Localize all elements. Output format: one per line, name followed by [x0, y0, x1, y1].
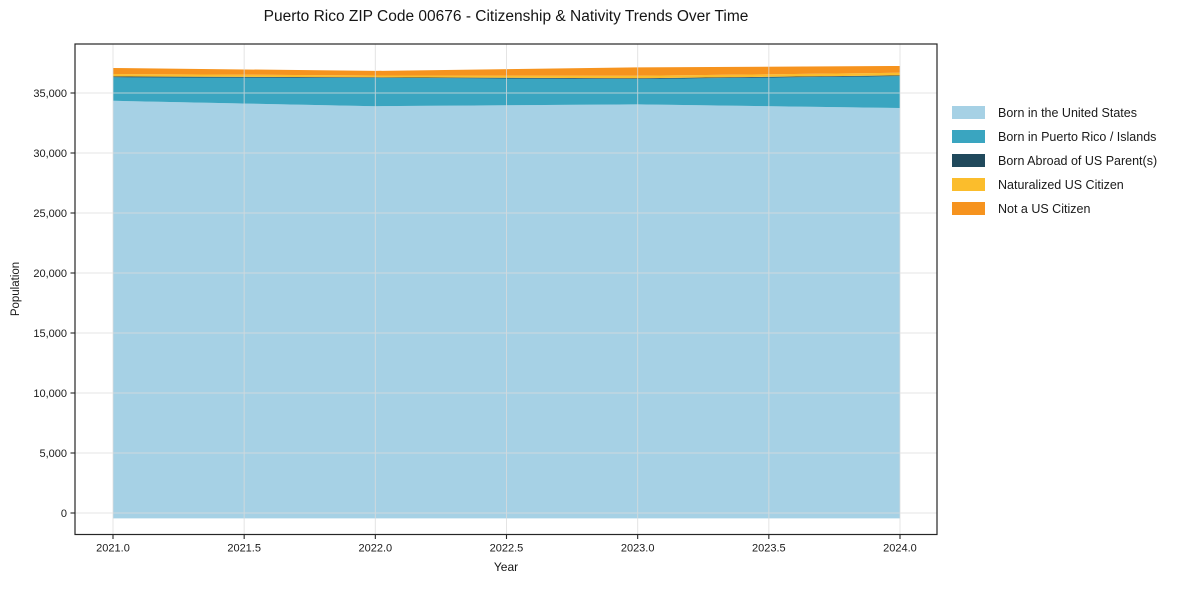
legend-swatch [952, 130, 985, 143]
area-series-4 [113, 72, 900, 79]
chart-title: Puerto Rico ZIP Code 00676 - Citizenship… [263, 8, 749, 25]
y-tick-label: 30,000 [33, 148, 67, 160]
legend-item: Born Abroad of US Parent(s) [952, 153, 1157, 168]
legend-label: Naturalized US Citizen [998, 177, 1124, 192]
legend-item: Not a US Citizen [952, 201, 1157, 216]
legend-swatch [952, 106, 985, 119]
y-axis-label: Population [10, 261, 22, 317]
legend-swatch [952, 154, 985, 167]
legend-label: Born in the United States [998, 105, 1137, 120]
legend-item: Born in the United States [952, 105, 1157, 120]
y-tick-label: 25,000 [33, 208, 67, 220]
x-tick-label: 2022.5 [490, 543, 524, 555]
x-tick-label: 2023.0 [621, 543, 655, 555]
legend-item: Born in Puerto Rico / Islands [952, 129, 1157, 144]
legend-label: Not a US Citizen [998, 201, 1091, 216]
gridlines [75, 44, 937, 535]
tick-labels: 2021.0 2021.5 2022.0 2022.5 2023.0 2023.5 2024… [33, 88, 916, 555]
legend-swatch [952, 178, 985, 191]
x-tick-label: 2021.5 [227, 543, 261, 555]
y-tick-label: 20,000 [33, 268, 67, 280]
y-tick-label: 15,000 [33, 328, 67, 340]
y-tick-label: 35,000 [33, 88, 67, 100]
legend: Born in the United States Born in Puerto … [952, 105, 1157, 216]
x-tick-label: 2022.0 [359, 543, 393, 555]
x-tick-label: 2021.0 [96, 543, 130, 555]
area-series-3 [113, 75, 900, 79]
legend-label: Born in Puerto Rico / Islands [998, 129, 1157, 144]
x-tick-label: 2024.0 [883, 543, 917, 555]
legend-item: Naturalized US Citizen [952, 177, 1157, 192]
y-tick-label: 10,000 [33, 388, 67, 400]
legend-swatch [952, 202, 985, 215]
legend-label: Born Abroad of US Parent(s) [998, 153, 1158, 168]
x-tick-label: 2023.5 [752, 543, 786, 555]
y-tick-label: 5,000 [39, 448, 67, 460]
y-tick-label: 0 [61, 508, 67, 520]
tick-marks [70, 92, 901, 539]
x-axis-label: Year [493, 560, 519, 574]
